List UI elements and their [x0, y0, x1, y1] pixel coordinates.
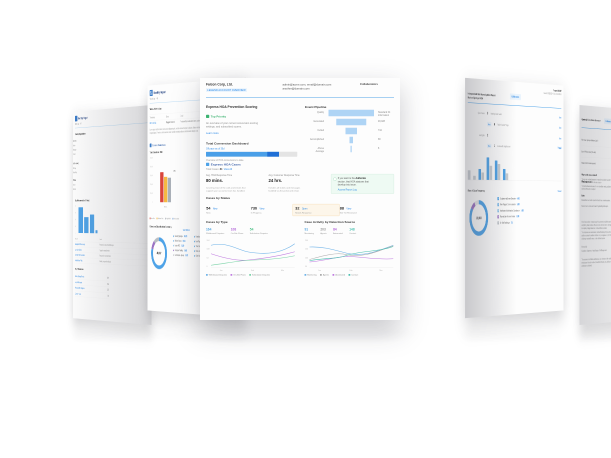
svg-text:108: 108 [207, 414, 210, 416]
svg-text:40,207: 40,207 [157, 408, 162, 412]
svg-text:200: 200 [305, 422, 308, 424]
svg-text:100: 100 [305, 257, 308, 259]
svg-text:50: 50 [305, 396, 307, 398]
svg-text:Mar: Mar [281, 269, 284, 272]
svg-text:50: 50 [305, 266, 307, 268]
svg-text:Feb: Feb [251, 270, 254, 272]
svg-text:Mar: Mar [380, 392, 383, 395]
svg-text:12,983: 12,983 [476, 215, 482, 220]
svg-text:Jan: Jan [318, 270, 321, 272]
svg-text:164: 164 [207, 240, 210, 242]
svg-text:54: 54 [207, 257, 209, 259]
svg-text:Jan: Jan [220, 392, 223, 394]
svg-text:100: 100 [305, 405, 308, 407]
svg-text:150: 150 [305, 249, 308, 251]
svg-text:108: 108 [207, 249, 210, 251]
svg-text:54: 54 [207, 405, 209, 407]
svg-text:0: 0 [207, 396, 208, 398]
svg-text:0: 0 [207, 266, 208, 268]
svg-text:200: 200 [305, 240, 308, 242]
svg-text:Feb: Feb [350, 270, 353, 272]
svg-text:164: 164 [207, 422, 210, 424]
svg-text:Feb: Feb [251, 392, 254, 394]
svg-text:Mar: Mar [281, 392, 284, 395]
svg-text:40,207: 40,207 [157, 252, 162, 256]
svg-text:12,983: 12,983 [476, 444, 482, 449]
svg-text:Jan: Jan [318, 392, 321, 394]
svg-text:Jan: Jan [220, 270, 223, 272]
svg-text:Feb: Feb [350, 392, 353, 394]
svg-text:150: 150 [305, 414, 308, 416]
svg-text:Mar: Mar [380, 269, 383, 272]
